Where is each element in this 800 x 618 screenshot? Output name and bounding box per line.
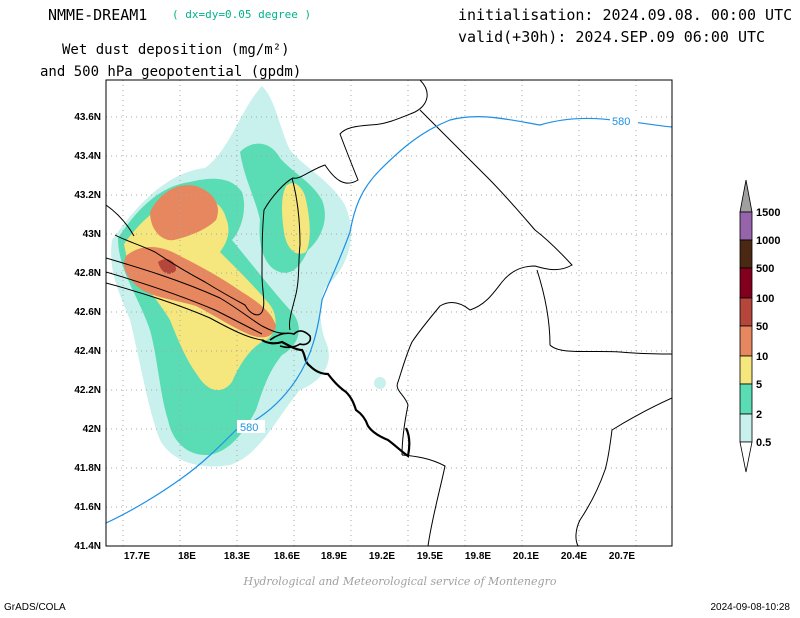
colorbar-swatch-0-5-2 [739,413,753,443]
lat-tick-41-8n: 41.8N [74,463,101,474]
lat-tick-42-6n: 42.6N [74,307,101,318]
lon-tick-20-7e: 20.7E [609,551,635,562]
variable-title-line1: Wet dust deposition (mg/m²) [62,42,290,58]
coastline [261,339,411,458]
lon-tick-19-5e: 19.5E [417,551,443,562]
footer-timestamp: 2024-09-08-10:28 [710,602,790,613]
lon-tick-labels: 17.7E 18E 18.3E 18.6E 18.9E 19.2E 19.5E … [124,551,635,562]
credit-line: Hydrological and Meteorological service … [243,575,557,588]
lon-tick-18-9e: 18.9E [321,551,347,562]
lon-tick-18-6e: 18.6E [274,551,300,562]
colorbar-swatch-2-5 [739,383,753,415]
colorbar-label-500: 500 [756,263,774,275]
colorbar-triangle-bottom [739,441,753,473]
footer-software: GrADS/COLA [4,602,66,613]
contour-label-580-sw: 580 [240,422,258,434]
colorbar-label-1000: 1000 [756,235,780,247]
colorbar-label-2: 2 [756,409,762,421]
colorbar-triangle-top [739,179,753,213]
bay-of-kotor [269,330,312,349]
init-time: initialisation: 2024.09.08. 00:00 UTC [458,6,793,24]
colorbar-label-1500: 1500 [756,207,780,219]
lon-tick-18e: 18E [178,551,196,562]
lon-tick-17-7e: 17.7E [124,551,150,562]
lon-tick-20-1e: 20.1E [513,551,539,562]
lon-tick-19-2e: 19.2E [369,551,395,562]
colorbar-swatch-10-50 [739,325,753,357]
colorbar-label-50: 50 [756,321,768,333]
resolution-label: ( dx=dy=0.05 degree ) [172,8,312,21]
colorbar-label-5: 5 [756,379,762,391]
lon-tick-18-3e: 18.3E [224,551,250,562]
model-title: NMME-DREAM1 [48,6,148,24]
colorbar-swatch-5-10 [739,355,753,385]
lat-tick-41-6n: 41.6N [74,502,101,513]
lat-tick-labels: 41.4N 41.6N 41.8N 42N 42.2N 42.4N 42.6N … [74,112,101,552]
lat-tick-41-4n: 41.4N [74,541,101,552]
contour-label-580-ne: 580 [612,116,630,128]
lon-tick-20-4e: 20.4E [561,551,587,562]
colorbar-swatch-500-1000 [739,239,753,269]
valid-time: valid(+30h): 2024.SEP.09 06:00 UTC [458,28,766,46]
map-frame [105,79,673,547]
colorbar-swatch-50-100 [739,297,753,327]
colorbar-label-10: 10 [756,351,768,363]
variable-title-line2: and 500 hPa geopotential (gpdm) [40,64,302,80]
lon-tick-19-8e: 19.8E [465,551,491,562]
colorbar-label-0-5: 0.5 [756,437,771,449]
map-area [106,80,672,546]
lat-tick-42-8n: 42.8N [74,268,101,279]
lat-tick-42n: 42N [83,424,101,435]
geopotential-contour-580 [106,116,672,524]
lat-tick-42-2n: 42.2N [74,385,101,396]
lat-tick-43n: 43N [83,229,101,240]
colorbar-labels: 1500 1000 500 100 50 10 5 2 0.5 [756,207,780,449]
lat-tick-43-2n: 43.2N [74,190,101,201]
country-borders [106,80,672,546]
colorbar [739,179,753,473]
lat-tick-42-4n: 42.4N [74,346,101,357]
colorbar-label-100: 100 [756,293,774,305]
lat-tick-43-6n: 43.6N [74,112,101,123]
colorbar-swatch-100-500 [739,267,753,299]
lat-tick-43-4n: 43.4N [74,151,101,162]
colorbar-swatch-1000-1500 [739,211,753,241]
